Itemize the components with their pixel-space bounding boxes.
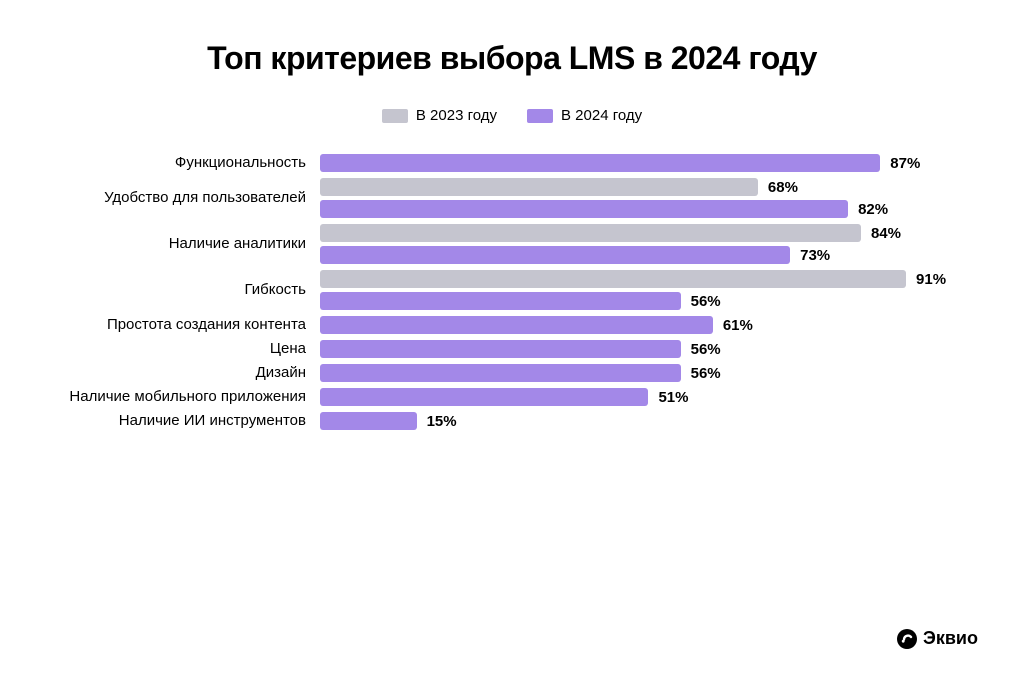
legend-swatch-2024 [527, 109, 553, 123]
bar-2024: 56% [320, 292, 964, 310]
bar-fill [320, 316, 713, 334]
bar-fill [320, 224, 861, 242]
chart-row: Дизайн 56% [60, 364, 964, 382]
bar-value: 56% [691, 341, 721, 358]
category-label: Наличие ИИ инструментов [60, 413, 320, 430]
brand-icon [897, 629, 917, 649]
bar-value: 84% [871, 225, 901, 242]
category-label: Удобство для пользователей [60, 190, 320, 207]
category-label: Наличие аналитики [60, 236, 320, 253]
category-bars: 91% 56% [320, 270, 964, 310]
bar-fill [320, 340, 681, 358]
category-bars: 87% [320, 154, 964, 172]
category-label: Дизайн [60, 365, 320, 382]
bar-fill [320, 388, 648, 406]
bar-2023: 68% [320, 178, 964, 196]
category-bars: 61% [320, 316, 964, 334]
bar-value: 61% [723, 317, 753, 334]
bar-2024: 56% [320, 364, 964, 382]
bar-fill [320, 246, 790, 264]
legend-item-2024: В 2024 году [527, 107, 642, 124]
legend-label-2023: В 2023 году [416, 107, 497, 124]
bar-value: 15% [427, 413, 457, 430]
category-label: Функциональность [60, 155, 320, 172]
category-label: Гибкость [60, 282, 320, 299]
bar-fill [320, 270, 906, 288]
bar-2024: 82% [320, 200, 964, 218]
chart-row: Функциональность 87% [60, 154, 964, 172]
bar-2023: 84% [320, 224, 964, 242]
legend-item-2023: В 2023 году [382, 107, 497, 124]
bar-value: 73% [800, 247, 830, 264]
category-bars: 84% 73% [320, 224, 964, 264]
bar-2023: 91% [320, 270, 964, 288]
category-bars: 56% [320, 340, 964, 358]
legend-label-2024: В 2024 году [561, 107, 642, 124]
category-label: Простота создания контента [60, 317, 320, 334]
bar-2024: 51% [320, 388, 964, 406]
bar-fill [320, 412, 417, 430]
chart-row: Наличие ИИ инструментов 15% [60, 412, 964, 430]
chart-row: Цена 56% [60, 340, 964, 358]
bar-value: 91% [916, 271, 946, 288]
category-bars: 15% [320, 412, 964, 430]
bar-fill [320, 364, 681, 382]
category-bars: 68% 82% [320, 178, 964, 218]
bar-fill [320, 200, 848, 218]
brand-name: Эквио [923, 628, 978, 649]
bar-value: 56% [691, 365, 721, 382]
chart-title: Топ критериев выбора LMS в 2024 году [60, 40, 964, 77]
chart-row: Наличие аналитики 84% 73% [60, 224, 964, 264]
category-label: Наличие мобильного приложения [60, 389, 320, 406]
bar-value: 82% [858, 201, 888, 218]
chart-row: Гибкость 91% 56% [60, 270, 964, 310]
category-bars: 51% [320, 388, 964, 406]
bar-value: 56% [691, 293, 721, 310]
category-label: Цена [60, 341, 320, 358]
bar-2024: 87% [320, 154, 964, 172]
bar-value: 68% [768, 179, 798, 196]
legend-swatch-2023 [382, 109, 408, 123]
bar-fill [320, 178, 758, 196]
chart-row: Простота создания контента 61% [60, 316, 964, 334]
chart-row: Наличие мобильного приложения 51% [60, 388, 964, 406]
bar-2024: 73% [320, 246, 964, 264]
bar-value: 87% [890, 155, 920, 172]
legend: В 2023 году В 2024 году [60, 107, 964, 124]
brand: Эквио [897, 628, 978, 649]
bar-fill [320, 292, 681, 310]
bar-chart: Функциональность 87% Удобство для пользова… [60, 154, 964, 430]
category-bars: 56% [320, 364, 964, 382]
bar-2024: 15% [320, 412, 964, 430]
chart-row: Удобство для пользователей 68% 82% [60, 178, 964, 218]
bar-fill [320, 154, 880, 172]
bar-2024: 56% [320, 340, 964, 358]
bar-2024: 61% [320, 316, 964, 334]
bar-value: 51% [658, 389, 688, 406]
